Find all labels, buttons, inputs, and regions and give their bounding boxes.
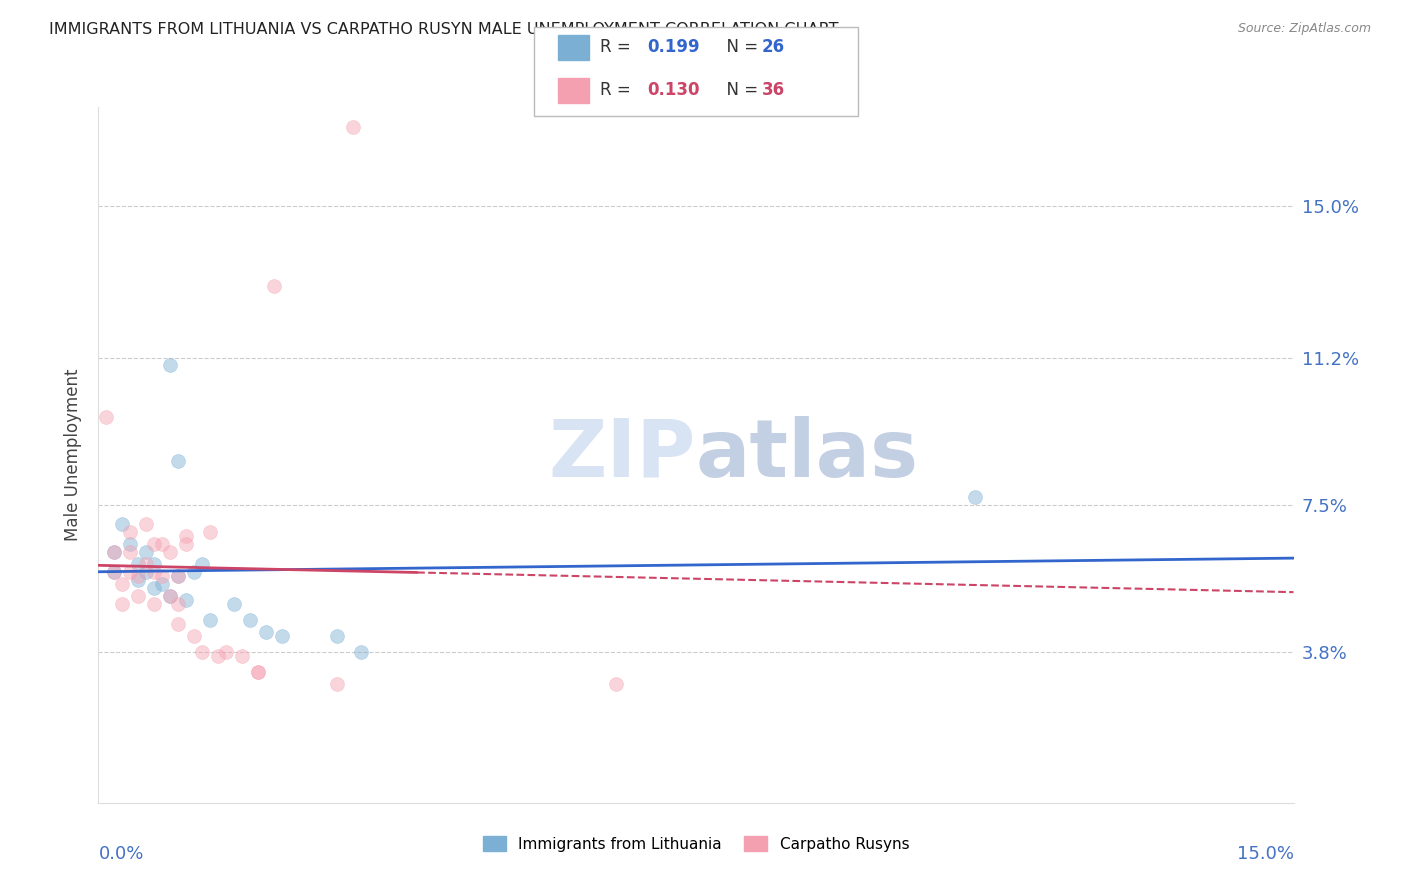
Point [183, 629, 205, 643]
Point [963, 490, 986, 504]
Point [127, 569, 149, 583]
Text: N =: N = [716, 81, 763, 99]
Point [159, 359, 181, 373]
Point [120, 565, 142, 579]
Text: Source: ZipAtlas.com: Source: ZipAtlas.com [1237, 22, 1371, 36]
Text: N =: N = [716, 38, 763, 56]
Point [159, 589, 181, 603]
Point [103, 565, 125, 579]
Point [326, 676, 349, 690]
Text: ZIP: ZIP [548, 416, 696, 494]
Point [127, 589, 149, 603]
Point [143, 537, 166, 551]
Legend: Immigrants from Lithuania, Carpatho Rusyns: Immigrants from Lithuania, Carpatho Rusy… [477, 830, 915, 858]
Point [174, 529, 197, 543]
Point [167, 616, 190, 631]
Point [127, 558, 149, 572]
Point [207, 648, 229, 663]
Point [222, 597, 245, 611]
Point [150, 577, 173, 591]
Point [103, 565, 125, 579]
Text: R =: R = [600, 81, 637, 99]
Point [342, 120, 364, 134]
Point [605, 676, 627, 690]
Point [246, 665, 269, 679]
Point [120, 545, 142, 559]
Point [263, 279, 285, 293]
Point [167, 597, 190, 611]
Point [143, 565, 166, 579]
Point [135, 558, 157, 572]
Point [159, 545, 181, 559]
Point [127, 573, 149, 587]
Point [167, 454, 190, 468]
Point [150, 537, 173, 551]
Point [167, 569, 190, 583]
Text: 26: 26 [762, 38, 785, 56]
Point [159, 589, 181, 603]
Text: 0.130: 0.130 [647, 81, 699, 99]
Text: 36: 36 [762, 81, 785, 99]
Point [174, 537, 197, 551]
Point [96, 410, 118, 425]
Point [254, 624, 277, 639]
Point [120, 525, 142, 540]
Point [135, 545, 157, 559]
Point [150, 569, 173, 583]
Text: 0.199: 0.199 [647, 38, 699, 56]
Point [246, 665, 269, 679]
Point [215, 645, 238, 659]
Text: atlas: atlas [696, 416, 920, 494]
Point [183, 565, 205, 579]
Point [239, 613, 262, 627]
Point [167, 569, 190, 583]
Point [120, 537, 142, 551]
Point [143, 581, 166, 595]
Text: IMMIGRANTS FROM LITHUANIA VS CARPATHO RUSYN MALE UNEMPLOYMENT CORRELATION CHART: IMMIGRANTS FROM LITHUANIA VS CARPATHO RU… [49, 22, 839, 37]
Point [135, 517, 157, 532]
Point [198, 525, 221, 540]
Point [111, 577, 134, 591]
Point [143, 597, 166, 611]
Point [103, 545, 125, 559]
Point [270, 629, 292, 643]
Point [143, 558, 166, 572]
Point [191, 645, 214, 659]
Point [135, 565, 157, 579]
Point [231, 648, 253, 663]
Point [111, 517, 134, 532]
Point [198, 613, 221, 627]
Point [350, 645, 373, 659]
Point [103, 545, 125, 559]
Text: 15.0%: 15.0% [1236, 845, 1294, 863]
Point [174, 593, 197, 607]
Text: 0.0%: 0.0% [98, 845, 143, 863]
Point [191, 558, 214, 572]
Point [111, 597, 134, 611]
Text: R =: R = [600, 38, 637, 56]
Point [326, 629, 349, 643]
Y-axis label: Male Unemployment: Male Unemployment [65, 368, 83, 541]
